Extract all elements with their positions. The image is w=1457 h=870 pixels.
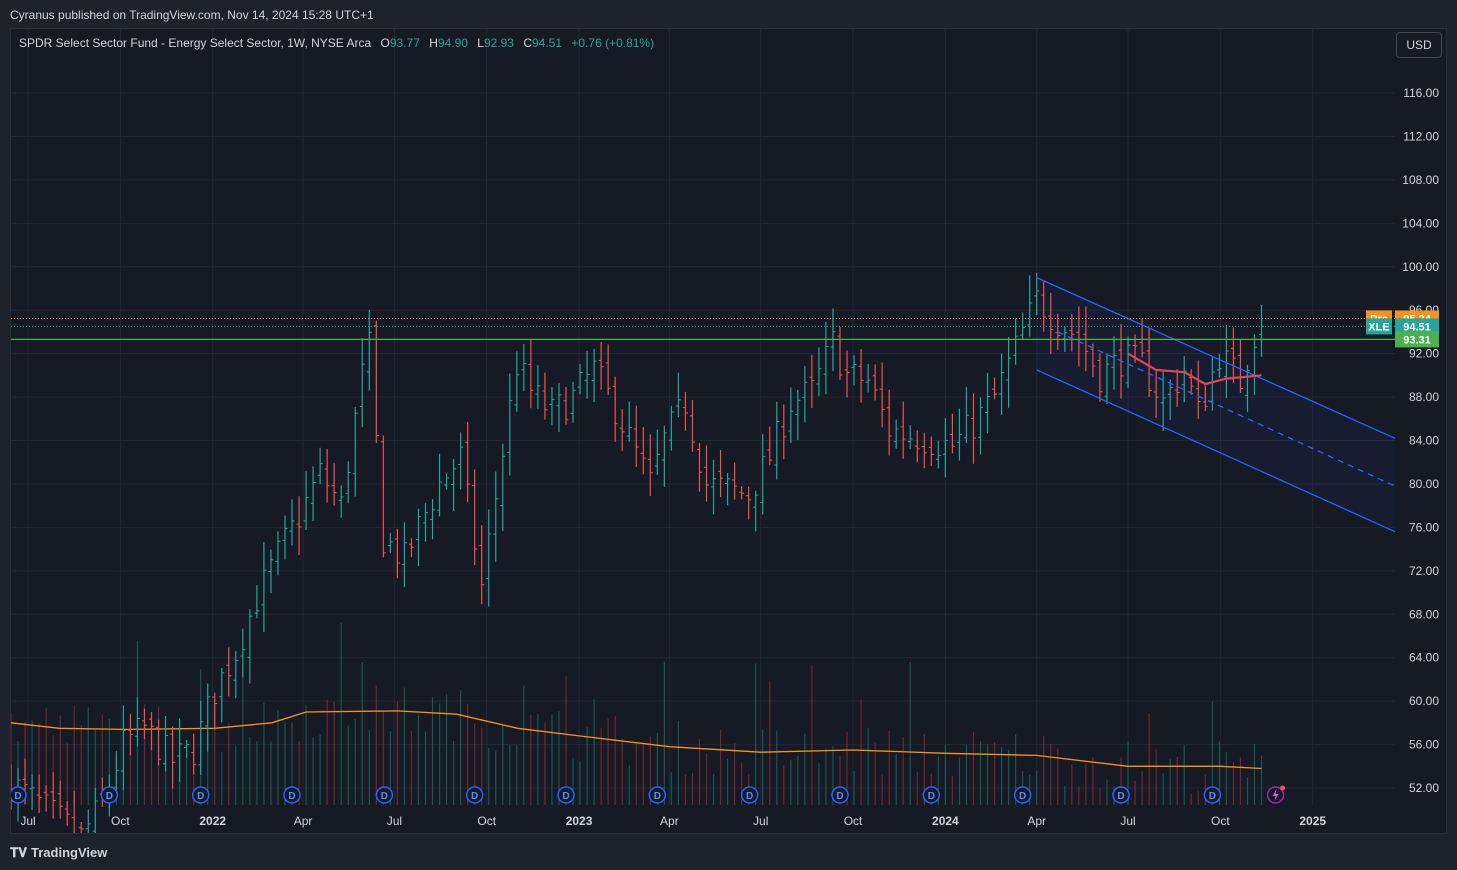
dividend-marker-label: D bbox=[106, 791, 113, 802]
dividend-marker-icon[interactable] bbox=[740, 786, 759, 804]
price-axis-label: 72.00 bbox=[1409, 564, 1439, 578]
top-bar: Cyranus published on TradingView.com, No… bbox=[0, 0, 1457, 28]
time-axis-label: Jul bbox=[1120, 814, 1135, 828]
channel-lower-line[interactable] bbox=[1036, 369, 1396, 533]
currency-button[interactable]: USD bbox=[1396, 32, 1442, 58]
price-axis-label: 112.00 bbox=[1403, 129, 1439, 143]
channel-mid-line[interactable] bbox=[1057, 331, 1396, 487]
dividend-marker-icon[interactable] bbox=[1112, 786, 1130, 804]
dividend-marker-icon[interactable] bbox=[648, 786, 667, 804]
time-axis-label: 2023 bbox=[566, 814, 593, 828]
low-label: L bbox=[477, 36, 484, 50]
price-axis-label: 52.00 bbox=[1409, 781, 1439, 795]
price-axis-label: 88.00 bbox=[1409, 390, 1439, 404]
chart-svg[interactable]: D D D D D D D D D D D D D D 116.00 112.00 108.00 104.00 10… bbox=[11, 29, 1447, 834]
change-value: +0.76 (+0.81%) bbox=[571, 36, 655, 50]
price-tag-value: 93.31 bbox=[1403, 334, 1431, 346]
time-axis-label: Jul bbox=[20, 814, 35, 828]
high-label: H bbox=[429, 36, 438, 50]
price-tag-value-bg bbox=[1395, 331, 1439, 348]
price-axis-label: 108.00 bbox=[1402, 173, 1439, 187]
time-axis-label: Apr bbox=[294, 814, 313, 828]
channel-fill bbox=[1036, 277, 1395, 532]
price-axis-label: 116.00 bbox=[1403, 86, 1439, 100]
price-axis-label: 56.00 bbox=[1409, 738, 1439, 752]
lightning-icon bbox=[1272, 789, 1279, 801]
dividend-marker-icon[interactable] bbox=[922, 786, 941, 804]
time-axis-label: 2025 bbox=[1299, 814, 1326, 828]
bottom-bar: 𝐓𝐕 TradingView bbox=[0, 836, 1457, 870]
time-axis-label: 2024 bbox=[932, 814, 959, 828]
dividend-marker-label: D bbox=[14, 791, 21, 802]
time-axis-label: 2022 bbox=[199, 814, 226, 828]
time-axis-label: Apr bbox=[660, 814, 679, 828]
channel-upper-line[interactable] bbox=[1036, 277, 1396, 439]
chart-area[interactable]: D D D D D D D D D D D D D D 116.00 112.00 108.00 104.00 10… bbox=[10, 28, 1447, 834]
price-axis-label: 84.00 bbox=[1409, 434, 1439, 448]
time-axis-label: Apr bbox=[1027, 814, 1046, 828]
low-value: 92.93 bbox=[483, 36, 514, 50]
dividend-marker-icon[interactable] bbox=[1203, 786, 1222, 804]
dividend-marker-label: D bbox=[1019, 791, 1026, 802]
dividend-marker-label: D bbox=[928, 791, 935, 802]
dividend-marker-label: D bbox=[471, 791, 478, 802]
price-axis-label: 64.00 bbox=[1409, 651, 1439, 665]
time-axis-label: Oct bbox=[111, 814, 130, 828]
price-axis-label: 104.00 bbox=[1402, 216, 1439, 230]
dividend-marker-label: D bbox=[562, 791, 569, 802]
price-axis-label: 76.00 bbox=[1409, 520, 1439, 534]
dividend-marker-label: D bbox=[654, 791, 661, 802]
close-label: C bbox=[523, 36, 532, 50]
price-tag-value: 94.51 bbox=[1403, 321, 1431, 333]
price-axis-label: 100.00 bbox=[1402, 260, 1439, 274]
dividend-marker-label: D bbox=[197, 791, 204, 802]
volume-ma-line bbox=[11, 710, 1262, 770]
published-line: Cyranus published on TradingView.com, No… bbox=[10, 8, 374, 22]
price-tag-value-bg bbox=[1395, 318, 1439, 335]
dividend-marker-icon[interactable] bbox=[100, 786, 119, 804]
time-axis-label: Oct bbox=[844, 814, 863, 828]
price-tag-name-bg bbox=[1366, 318, 1392, 335]
dividend-marker-icon[interactable] bbox=[557, 786, 575, 804]
symbol-legend: SPDR Select Sector Fund - Energy Select … bbox=[19, 36, 654, 50]
close-value: 94.51 bbox=[532, 36, 563, 50]
tradingview-logo[interactable]: 𝐓𝐕 TradingView bbox=[10, 845, 107, 861]
dividend-marker-label: D bbox=[1117, 791, 1124, 802]
tradingview-logo-icon: 𝐓𝐕 bbox=[10, 845, 27, 860]
dividend-marker-icon[interactable] bbox=[191, 786, 210, 804]
time-axis-label: Oct bbox=[477, 814, 496, 828]
dividend-marker-icon[interactable] bbox=[375, 786, 394, 804]
time-axis-label: Oct bbox=[1211, 814, 1230, 828]
dividend-marker-label: D bbox=[288, 791, 295, 802]
dividend-marker-icon[interactable] bbox=[465, 786, 484, 804]
time-axis-label: Jul bbox=[753, 814, 768, 828]
time-axis-label: Jul bbox=[387, 814, 402, 828]
price-axis-label: 68.00 bbox=[1409, 607, 1439, 621]
dividend-marker-icon[interactable] bbox=[283, 786, 301, 804]
price-axis-label: 92.00 bbox=[1409, 347, 1439, 361]
dividend-marker-label: D bbox=[1209, 791, 1216, 802]
tradingview-brand: TradingView bbox=[31, 845, 108, 860]
dividend-marker-icon[interactable] bbox=[11, 786, 27, 804]
high-value: 94.90 bbox=[437, 36, 468, 50]
dividend-marker-label: D bbox=[746, 791, 753, 802]
dividend-marker-label: D bbox=[381, 791, 388, 802]
open-label: O bbox=[380, 36, 390, 50]
symbol-description[interactable]: SPDR Select Sector Fund - Energy Select … bbox=[19, 36, 372, 50]
price-tag-name: XLE bbox=[1368, 321, 1389, 333]
open-value: 93.77 bbox=[389, 36, 420, 50]
dividend-marker-icon[interactable] bbox=[1013, 786, 1032, 804]
price-axis-label: 80.00 bbox=[1409, 477, 1439, 491]
price-axis-label: 60.00 bbox=[1409, 694, 1439, 708]
event-dot-icon bbox=[1280, 785, 1286, 791]
dividend-marker-icon[interactable] bbox=[831, 786, 849, 804]
red-mid-curve bbox=[1127, 352, 1262, 386]
dividend-marker-label: D bbox=[836, 791, 843, 802]
